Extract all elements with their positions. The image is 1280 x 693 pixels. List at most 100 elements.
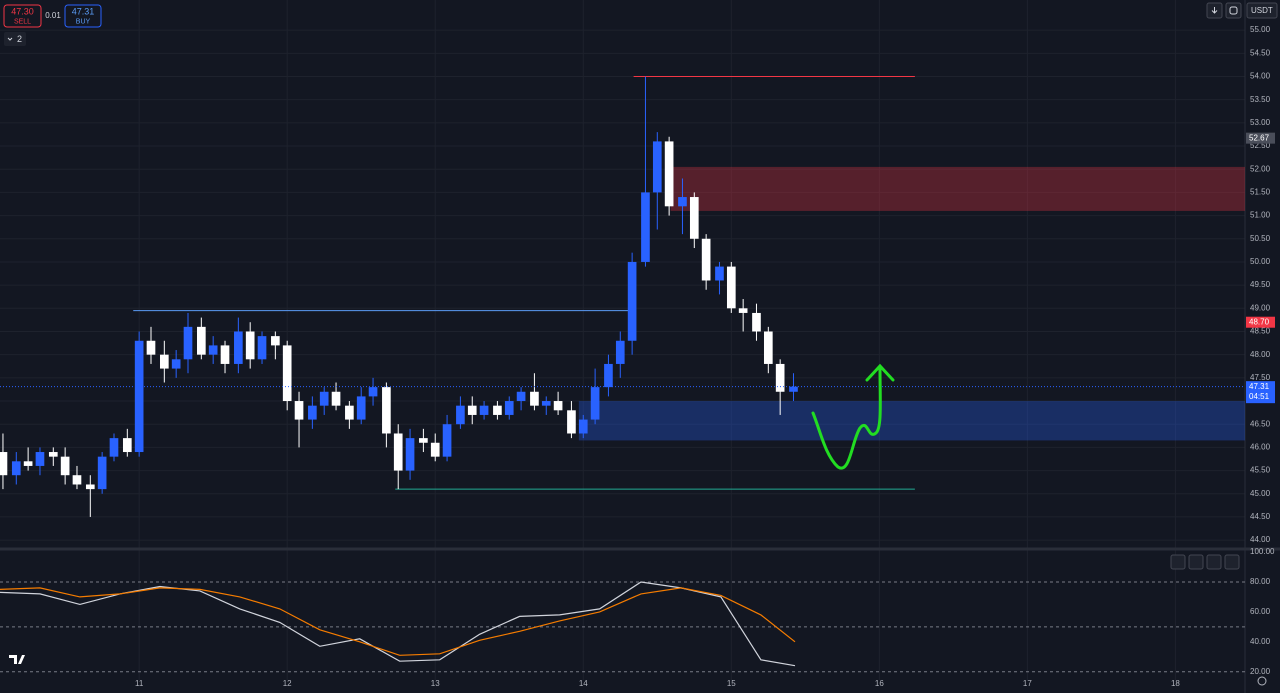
y-tick-label: 20.00 [1250, 667, 1271, 676]
candle-body [208, 345, 218, 355]
candle-body [356, 396, 366, 420]
y-tick-label: 47.50 [1250, 373, 1271, 382]
candle-body [604, 363, 613, 388]
x-tick-label: 16 [875, 679, 884, 688]
candle-body [701, 238, 711, 281]
y-tick-label: 45.00 [1250, 489, 1271, 498]
candle-body [689, 197, 699, 239]
y-tick-label: 50.50 [1250, 234, 1271, 243]
hand-drawn-arrow [811, 366, 882, 470]
logo [9, 655, 25, 664]
x-tick-label: 12 [283, 679, 292, 688]
candle-body [234, 331, 243, 364]
y-tick-label: 52.00 [1250, 164, 1271, 173]
candle-body [294, 401, 304, 420]
settings-icon[interactable] [1257, 676, 1267, 686]
x-tick-label: 18 [1171, 679, 1180, 688]
y-tick-label: 51.00 [1250, 211, 1271, 220]
delete-button[interactable] [1188, 554, 1204, 570]
x-tick-label: 17 [1023, 679, 1032, 688]
candle-body [789, 386, 798, 392]
y-tick-label: 48.00 [1250, 350, 1271, 359]
sell-button[interactable] [3, 4, 42, 28]
y-tick-label: 46.50 [1250, 419, 1271, 428]
currency-button[interactable] [1246, 2, 1278, 19]
candle-body [726, 266, 736, 309]
candle-body [146, 340, 156, 355]
x-tick-label: 13 [431, 679, 440, 688]
candle-body [467, 405, 477, 415]
buy-label: BUY [76, 18, 91, 25]
candle-body [590, 387, 600, 420]
candle-body [368, 387, 378, 397]
y-tick-label: 80.00 [1250, 577, 1271, 586]
buy-price: 47.31 [72, 6, 95, 16]
y-tick-label: 40.00 [1250, 637, 1271, 646]
y-tick-label: 49.00 [1250, 303, 1271, 312]
price-label: 52.67 [1249, 133, 1270, 142]
candle-body [530, 391, 539, 406]
candle-body [11, 461, 21, 476]
candle-body [516, 391, 526, 402]
candle-body [331, 391, 341, 406]
candle-body [134, 340, 144, 453]
arrow-head [865, 363, 895, 382]
candle-body [652, 141, 662, 193]
y-tick-label: 49.50 [1250, 280, 1271, 289]
y-tick-label: 53.00 [1250, 118, 1271, 127]
candle-body [171, 359, 181, 369]
candle-body [738, 308, 748, 313]
y-tick-label: 44.50 [1250, 512, 1271, 521]
candle-body [493, 405, 502, 415]
indicator-controls [1170, 554, 1240, 570]
zone [670, 166, 1245, 211]
x-tick-label: 14 [579, 679, 588, 688]
candle-body [541, 401, 551, 406]
candle-body [752, 312, 761, 332]
x-tick-label: 15 [727, 679, 736, 688]
candle-body [245, 331, 255, 360]
candle-body [615, 340, 625, 364]
candle-body [271, 336, 280, 346]
candle-body [48, 452, 58, 457]
move-up-button[interactable] [1170, 554, 1186, 570]
indicator-line [0, 587, 796, 656]
refresh-icon [1229, 6, 1238, 15]
y-tick-label: 45.50 [1250, 466, 1271, 475]
candle-body [220, 345, 230, 364]
y-tick-label: 100.00 [1250, 547, 1275, 556]
candle-body [35, 452, 45, 466]
y-tick-label: 54.00 [1250, 72, 1271, 81]
candle-body [578, 419, 588, 434]
candle-body [419, 438, 428, 443]
y-tick-label: 46.00 [1250, 443, 1271, 452]
candle-body [159, 354, 169, 369]
collapse-button[interactable] [1206, 554, 1222, 570]
currency: USDT [1251, 6, 1273, 15]
refresh-button[interactable] [1225, 2, 1242, 19]
candle-body [442, 424, 452, 457]
candle-body [72, 475, 82, 485]
y-tick-label: 51.50 [1250, 188, 1271, 197]
candle-body [763, 331, 773, 364]
candle-body [715, 266, 724, 281]
candle-body [23, 461, 33, 466]
candle-body [627, 261, 637, 341]
chevron-icon [7, 37, 13, 41]
y-tick-label: 54.50 [1250, 48, 1271, 57]
indicator-toggle[interactable] [4, 32, 26, 46]
price-label: 47.31 [1249, 382, 1270, 391]
y-tick-label: 48.50 [1250, 327, 1271, 336]
candle-body [456, 405, 465, 425]
candle-body [393, 433, 403, 471]
candle-body [122, 438, 132, 453]
more-button[interactable] [1224, 554, 1240, 570]
price-label-bg [1246, 132, 1275, 144]
y-tick-label: 53.50 [1250, 95, 1271, 104]
candle-body [319, 391, 329, 406]
sell-label: SELL [14, 18, 31, 25]
candle-body [183, 326, 193, 360]
buy-button[interactable] [64, 4, 102, 28]
y-tick-label: 50.00 [1250, 257, 1271, 266]
